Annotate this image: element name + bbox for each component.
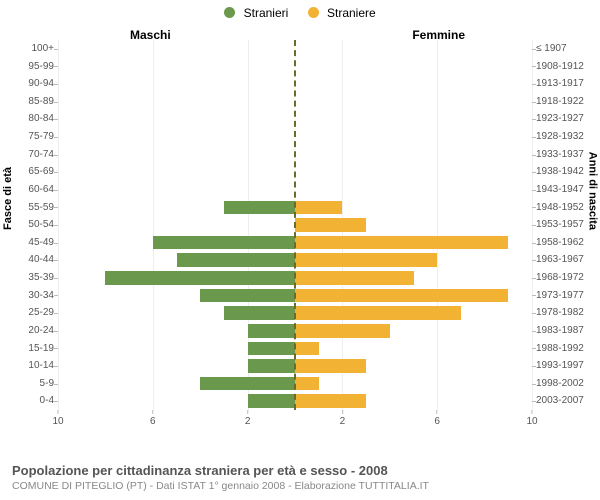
birth-year-label: 1973-1977 — [536, 287, 596, 305]
bar-male — [105, 271, 295, 285]
age-label: 55-59 — [6, 199, 54, 217]
bar-male — [153, 236, 295, 250]
bar-male — [248, 324, 295, 338]
bar-female — [295, 236, 508, 250]
bar-male — [248, 359, 295, 373]
birth-year-label: 1968-1972 — [536, 269, 596, 287]
birth-year-label: 1943-1947 — [536, 181, 596, 199]
birth-year-label: 1913-1917 — [536, 75, 596, 93]
footer: Popolazione per cittadinanza straniera p… — [12, 463, 590, 492]
center-divider — [294, 40, 296, 410]
age-label: 35-39 — [6, 269, 54, 287]
bar-male — [177, 253, 296, 267]
age-label: 100+ — [6, 40, 54, 58]
birth-year-label: 1928-1932 — [536, 128, 596, 146]
birth-year-label: 1923-1927 — [536, 110, 596, 128]
legend-male-label: Stranieri — [244, 6, 289, 20]
birth-year-label: 1983-1987 — [536, 322, 596, 340]
age-label: 95-99 — [6, 58, 54, 76]
x-tick: 10 — [52, 410, 63, 427]
age-label: 10-14 — [6, 357, 54, 375]
bar-female — [295, 218, 366, 232]
bar-female — [295, 324, 390, 338]
birth-year-label: 1998-2002 — [536, 375, 596, 393]
bar-male — [248, 342, 295, 356]
age-label: 80-84 — [6, 110, 54, 128]
age-label: 65-69 — [6, 163, 54, 181]
age-label: 85-89 — [6, 93, 54, 111]
bar-male — [224, 306, 295, 320]
birth-year-label: 1993-1997 — [536, 357, 596, 375]
birth-year-label: 1933-1937 — [536, 146, 596, 164]
chart-subtitle: COMUNE DI PITEGLIO (PT) - Dati ISTAT 1° … — [12, 480, 590, 492]
legend-female-label: Straniere — [327, 6, 376, 20]
legend-item-female: Straniere — [308, 6, 376, 20]
birth-year-label: 1908-1912 — [536, 58, 596, 76]
x-tick: 6 — [434, 410, 440, 427]
bar-male — [200, 377, 295, 391]
age-label: 30-34 — [6, 287, 54, 305]
bar-female — [295, 306, 461, 320]
age-label: 45-49 — [6, 234, 54, 252]
birth-year-label: 1958-1962 — [536, 234, 596, 252]
birth-year-label: 1918-1922 — [536, 93, 596, 111]
birth-year-label: 1938-1942 — [536, 163, 596, 181]
x-tick: 10 — [526, 410, 537, 427]
age-label: 60-64 — [6, 181, 54, 199]
birth-year-label: 2003-2007 — [536, 392, 596, 410]
x-axis: 10622610 — [58, 410, 532, 430]
female-dot-icon — [308, 7, 319, 18]
age-label: 50-54 — [6, 216, 54, 234]
x-tick: 2 — [340, 410, 346, 427]
plot-area: 100+≤ 190795-991908-191290-941913-191785… — [58, 40, 532, 430]
age-label: 90-94 — [6, 75, 54, 93]
bar-male — [224, 201, 295, 215]
bar-female — [295, 289, 508, 303]
bar-female — [295, 359, 366, 373]
birth-year-label: 1988-1992 — [536, 340, 596, 358]
age-label: 25-29 — [6, 304, 54, 322]
birth-year-label: ≤ 1907 — [536, 40, 596, 58]
x-tick: 2 — [245, 410, 251, 427]
age-label: 5-9 — [6, 375, 54, 393]
age-label: 20-24 — [6, 322, 54, 340]
male-dot-icon — [224, 7, 235, 18]
bar-female — [295, 342, 319, 356]
age-label: 40-44 — [6, 251, 54, 269]
legend: Stranieri Straniere — [0, 6, 600, 20]
legend-item-male: Stranieri — [224, 6, 288, 20]
birth-year-label: 1953-1957 — [536, 216, 596, 234]
bar-female — [295, 271, 414, 285]
x-tick: 6 — [150, 410, 156, 427]
age-label: 15-19 — [6, 340, 54, 358]
bar-male — [248, 394, 295, 408]
chart-title: Popolazione per cittadinanza straniera p… — [12, 463, 590, 478]
birth-year-label: 1963-1967 — [536, 251, 596, 269]
birth-year-label: 1948-1952 — [536, 199, 596, 217]
age-label: 70-74 — [6, 146, 54, 164]
age-label: 75-79 — [6, 128, 54, 146]
birth-year-label: 1978-1982 — [536, 304, 596, 322]
bar-female — [295, 394, 366, 408]
age-label: 0-4 — [6, 392, 54, 410]
bar-male — [200, 289, 295, 303]
bar-female — [295, 201, 342, 215]
bar-female — [295, 253, 437, 267]
bar-female — [295, 377, 319, 391]
